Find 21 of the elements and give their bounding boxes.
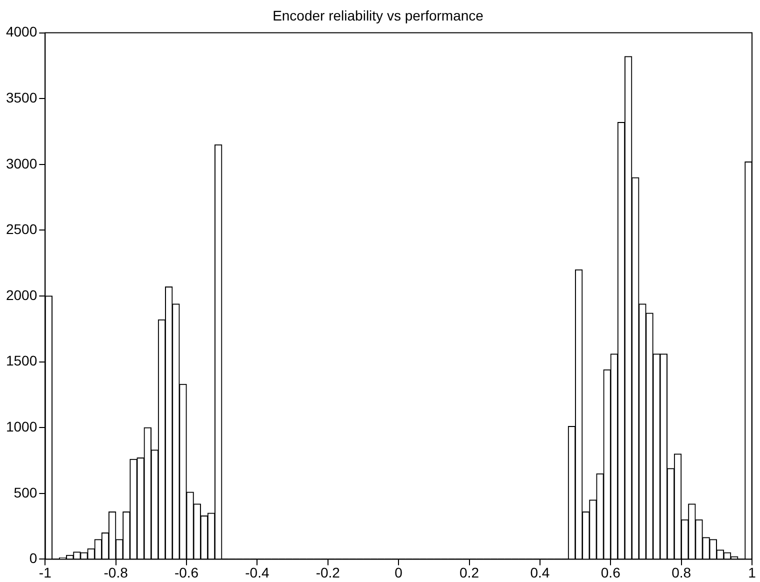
y-tick-label: 2000 — [6, 286, 38, 303]
x-tick-label: -0.2 — [316, 564, 340, 580]
x-tick-label: 0.6 — [600, 564, 621, 580]
x-tick-label: 0.8 — [672, 564, 692, 580]
x-tick-label: 0.4 — [530, 564, 550, 580]
chart-title: Encoder reliability vs performance — [272, 7, 484, 24]
y-tick-label: 500 — [14, 484, 38, 500]
y-tick-label: 3500 — [6, 89, 38, 106]
y-tick-label: 3000 — [6, 155, 38, 172]
x-tick-label: -0.8 — [104, 564, 128, 580]
x-tick-label: -1 — [38, 564, 52, 580]
x-tick-label: -0.6 — [174, 564, 199, 580]
y-tick-label: 2500 — [6, 221, 38, 238]
y-tick-label: 1500 — [6, 352, 38, 369]
y-tick-label: 1000 — [6, 418, 38, 434]
x-tick-label: 1 — [748, 564, 756, 580]
y-tick-label: 4000 — [6, 24, 38, 40]
x-tick-label: -0.4 — [245, 564, 270, 580]
x-tick-label: 0.2 — [460, 564, 480, 580]
x-tick-label: 0 — [394, 564, 403, 580]
y-tick-label: 0 — [29, 550, 38, 566]
